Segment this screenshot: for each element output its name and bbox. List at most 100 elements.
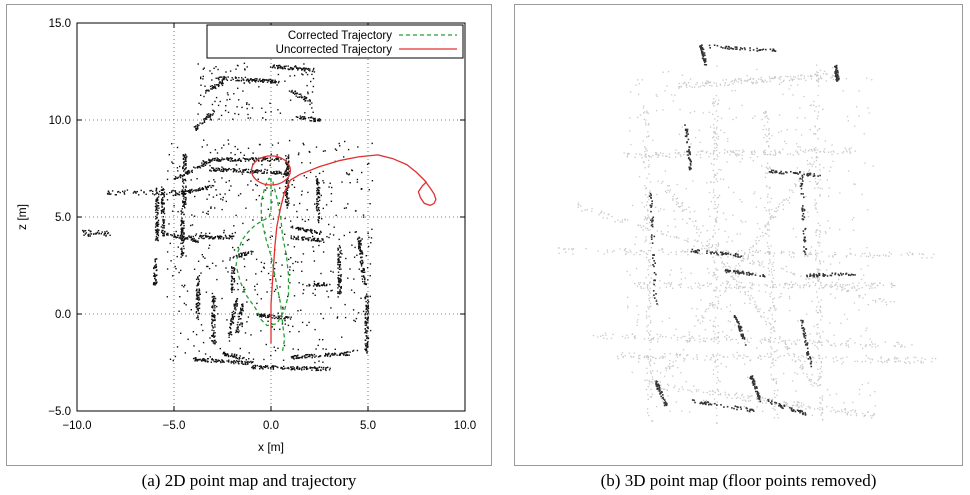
map3d-point-light (690, 286, 692, 288)
map3d-point-light (747, 400, 750, 402)
map-point (248, 80, 250, 82)
map3d-point-light (909, 362, 911, 364)
map3d-point-light (815, 291, 818, 293)
map-point (195, 278, 198, 280)
map-point (185, 199, 187, 201)
map3d-point-light (736, 153, 739, 155)
map-point (242, 90, 244, 92)
map3d-point-light (716, 133, 718, 135)
map-point (174, 236, 176, 238)
map3d-point-light (760, 399, 762, 401)
map3d-point-light (880, 360, 882, 363)
map-point (172, 162, 174, 165)
map3d-point-light (831, 285, 834, 288)
map3d-point-light (798, 402, 800, 404)
map-point (215, 170, 217, 172)
map3d-point-light (743, 354, 745, 356)
map3d-point-light (817, 385, 819, 387)
map3d-point-light (890, 283, 892, 285)
map3d-point-light (751, 284, 753, 287)
map3d-point-light (710, 246, 712, 248)
map-point (296, 368, 299, 370)
map3d-point-light (648, 339, 651, 342)
map-point (236, 303, 239, 305)
map-point (157, 229, 159, 231)
map-point (277, 65, 279, 67)
map3d-point-light (716, 120, 718, 122)
map-point (288, 197, 290, 199)
map3d-point-light (800, 78, 802, 80)
map-point (238, 159, 240, 161)
map-point (306, 84, 308, 87)
map-point (367, 296, 369, 298)
map-point (287, 244, 289, 246)
map-point (282, 68, 284, 70)
map3d-point-light (715, 220, 718, 222)
map-point (166, 251, 169, 253)
map-point (167, 170, 169, 172)
map3d-point-light (735, 397, 738, 400)
map-point (251, 157, 254, 159)
map-point (244, 68, 246, 70)
map-point (168, 154, 170, 156)
map-point (185, 179, 187, 182)
map3d-point-light (795, 405, 797, 407)
map3d-point-light (646, 379, 648, 381)
map-point (183, 190, 185, 193)
map3d-point-light (611, 251, 614, 253)
map-point (140, 189, 142, 192)
map-point (217, 313, 219, 315)
map-point (260, 270, 263, 273)
map-point (313, 283, 316, 285)
map3d-point-light (622, 356, 624, 358)
map3d-point-light (846, 255, 848, 257)
map-point (326, 283, 328, 286)
map-point (361, 275, 363, 277)
map-point (218, 159, 221, 162)
map3d-point-light (813, 148, 815, 150)
map-point (197, 307, 199, 309)
map-point (278, 317, 280, 319)
map-point (250, 360, 252, 363)
map-point (243, 171, 245, 173)
map-point (215, 77, 217, 79)
map3d-point-light (817, 222, 819, 224)
map3d-point-light (820, 284, 822, 286)
map-point (244, 332, 247, 334)
map-point (224, 168, 226, 171)
map-point (318, 239, 320, 242)
map3d-point-light (846, 151, 848, 153)
map3d-point-light (731, 151, 733, 153)
map3d-point-light (714, 262, 716, 264)
map-point (152, 190, 154, 193)
map-point (318, 213, 320, 215)
map-point (241, 307, 244, 310)
map3d-point-light (649, 363, 651, 365)
map-point (281, 67, 283, 70)
map-point (185, 255, 187, 257)
map3d-point-light (772, 265, 774, 268)
map-point (223, 158, 226, 160)
map3d-point-light (796, 339, 798, 341)
map3d-point-light (706, 392, 708, 394)
map-point (196, 124, 199, 126)
map-point (242, 363, 244, 365)
map-point (215, 189, 217, 191)
map3d-point-light (675, 354, 677, 356)
map-point (365, 330, 367, 333)
map-point (285, 155, 287, 157)
map-point (307, 229, 309, 231)
map-point (320, 272, 322, 275)
map-point (287, 184, 290, 187)
map-point (345, 351, 347, 354)
map3d-point-light (786, 345, 788, 348)
map3d-point-light (800, 175, 803, 178)
map-point (224, 109, 227, 112)
map-point (155, 211, 157, 213)
map-point (246, 171, 248, 173)
map-point (202, 163, 204, 166)
map3d-point-light (712, 256, 714, 258)
map3d-point-light (683, 82, 686, 84)
map3d-point-light (768, 263, 770, 265)
map-point (305, 67, 307, 70)
